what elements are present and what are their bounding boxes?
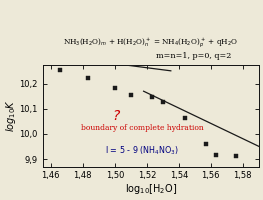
Text: ?: ? bbox=[113, 109, 120, 123]
Text: I = 5 - 9 (NH$_4$NO$_3$): I = 5 - 9 (NH$_4$NO$_3$) bbox=[105, 144, 179, 157]
Y-axis label: log$_{10}$K: log$_{10}$K bbox=[4, 99, 18, 132]
Text: NH$_3$(H$_2$O)$_m$ + H(H$_2$O)$_n^+$ = NH$_4$(H$_2$O)$_p^+$ + qH$_2$O: NH$_3$(H$_2$O)$_m$ + H(H$_2$O)$_n^+$ = N… bbox=[63, 36, 238, 50]
Text: m=n=1, p=0, q=2: m=n=1, p=0, q=2 bbox=[156, 52, 232, 60]
Text: boundary of complete hydration: boundary of complete hydration bbox=[81, 124, 204, 132]
X-axis label: log$_{10}$[H$_2$O]: log$_{10}$[H$_2$O] bbox=[125, 182, 177, 196]
